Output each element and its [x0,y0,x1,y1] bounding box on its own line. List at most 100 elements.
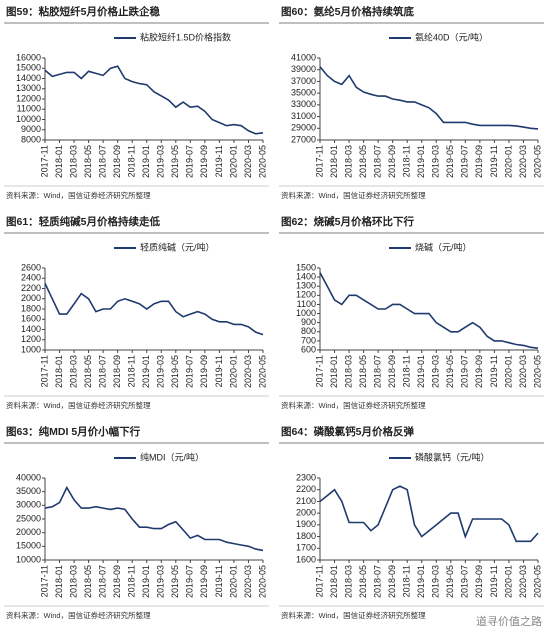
x-tick-label: 2019-03 [156,565,166,598]
legend-label: 磷酸氯钙（元/吨） [415,451,490,462]
x-tick-label: 2019-05 [445,145,455,178]
x-tick-label: 2019-11 [489,565,499,597]
y-tick-label: 1100 [297,299,316,309]
y-tick-label: 15000 [16,541,41,551]
x-tick-label: 2019-07 [460,565,470,598]
x-tick-label: 2019-09 [199,355,209,388]
x-tick-label: 2018-05 [83,355,93,388]
chart-panel: 图63：纯MDI 5月价小幅下行 10000 15000 20000 25000 3000… [4,425,269,620]
y-tick-label: 10000 [16,554,41,564]
x-tick-label: 2018-11 [402,145,412,177]
x-tick-label: 2018-03 [343,565,353,598]
legend-label: 纯MDI（元/吨） [140,451,204,462]
y-tick-label: 2600 [21,262,41,272]
x-tick-label: 2020-05 [257,145,267,178]
data-line [44,485,264,552]
x-tick-label: 2019-09 [474,355,484,388]
x-tick-label: 2019-09 [474,565,484,598]
y-tick-label: 1600 [296,554,316,564]
y-tick-label: 1500 [296,262,316,272]
x-tick-label: 2020-01 [503,145,513,178]
x-tick-label: 2018-01 [329,355,339,388]
y-tick-label: 1700 [296,543,316,553]
x-tick-label: 2018-01 [329,565,339,598]
legend-label: 氨纶40D（元/吨） [415,31,488,42]
x-tick-label: 2020-01 [503,565,513,598]
x-tick-label: 2020-05 [532,355,542,388]
x-tick-label: 2018-11 [402,565,412,597]
x-tick-label: 2018-07 [373,355,383,388]
x-tick-label: 2019-09 [474,145,484,178]
x-tick-label: 2018-07 [373,565,383,598]
x-tick-label: 2019-05 [170,355,180,388]
x-tick-label: 2020-01 [503,355,513,388]
x-tick-label: 2017-11 [39,145,49,177]
x-tick-label: 2019-03 [156,145,166,178]
x-tick-label: 2017-11 [39,355,49,387]
x-tick-label: 2018-11 [127,145,137,177]
y-tick-label: 15000 [16,63,41,73]
chart-title: 图63：纯MDI 5月价小幅下行 [6,425,141,438]
x-tick-label: 2020-03 [243,145,253,178]
x-tick-label: 2020-01 [228,145,238,178]
x-tick-label: 2018-09 [387,565,397,598]
source-note: 资料来源：Wind，国信证券经济研究所整理 [6,400,151,410]
y-tick-label: 2000 [21,293,41,303]
x-tick-label: 2020-03 [518,565,528,598]
x-tick-label: 2018-01 [54,355,64,388]
source-note: 资料来源：Wind，国信证券经济研究所整理 [6,610,151,620]
y-tick-label: 1000 [21,344,41,354]
data-line [44,283,264,336]
x-tick-label: 2018-07 [98,355,108,388]
x-tick-label: 2020-01 [228,355,238,388]
x-tick-label: 2019-01 [141,355,151,388]
y-tick-label: 29000 [291,123,316,133]
x-tick-label: 2019-03 [431,355,441,388]
chart-title: 图59：粘胶短纤5月价格止跌企稳 [6,5,161,18]
source-note: 资料来源：Wind，国信证券经济研究所整理 [6,190,151,200]
y-tick-label: 35000 [291,88,316,98]
chart-panel: 图62：烧碱5月价格环比下行 60070080090010001100120013… [279,215,544,410]
x-tick-label: 2019-01 [141,565,151,598]
x-tick-label: 2019-05 [170,145,180,178]
x-tick-label: 2019-07 [460,145,470,178]
data-line [44,65,264,135]
legend-label: 粘胶短纤1.5D价格指数 [140,31,231,42]
x-tick-label: 2020-05 [532,145,542,178]
x-tick-label: 2019-03 [431,565,441,598]
x-tick-label: 2019-07 [185,145,195,178]
data-line [319,485,539,543]
x-tick-label: 2017-11 [314,355,324,387]
x-tick-label: 2019-05 [170,565,180,598]
y-tick-label: 1800 [21,303,41,313]
y-tick-label: 900 [301,317,316,327]
x-tick-label: 2018-01 [329,145,339,178]
source-note: 资料来源：Wind，国信证券经济研究所整理 [281,190,426,200]
y-tick-label: 1400 [21,324,41,334]
x-tick-label: 2019-05 [445,565,455,598]
source-note: 资料来源：Wind，国信证券经济研究所整理 [281,400,426,410]
x-tick-label: 2018-03 [68,565,78,598]
x-tick-label: 2018-03 [343,145,353,178]
y-tick-label: 27000 [291,134,316,144]
y-tick-label: 1200 [296,290,316,300]
y-tick-label: 37000 [291,76,316,86]
y-tick-label: 33000 [291,99,316,109]
x-tick-label: 2019-11 [214,145,224,177]
y-tick-label: 10000 [16,114,41,124]
x-tick-label: 2018-03 [68,145,78,178]
y-tick-label: 11000 [17,104,41,114]
x-tick-label: 2018-03 [343,355,353,388]
y-tick-label: 30000 [16,500,41,510]
x-tick-label: 2017-11 [39,565,49,597]
y-tick-label: 2100 [296,496,316,506]
x-tick-label: 2018-09 [112,355,122,388]
x-tick-label: 2017-11 [314,145,324,177]
y-tick-label: 800 [301,326,316,336]
y-tick-label: 1400 [296,271,316,281]
x-tick-label: 2020-01 [228,565,238,598]
y-tick-label: 600 [301,344,316,354]
x-tick-label: 2018-07 [98,565,108,598]
